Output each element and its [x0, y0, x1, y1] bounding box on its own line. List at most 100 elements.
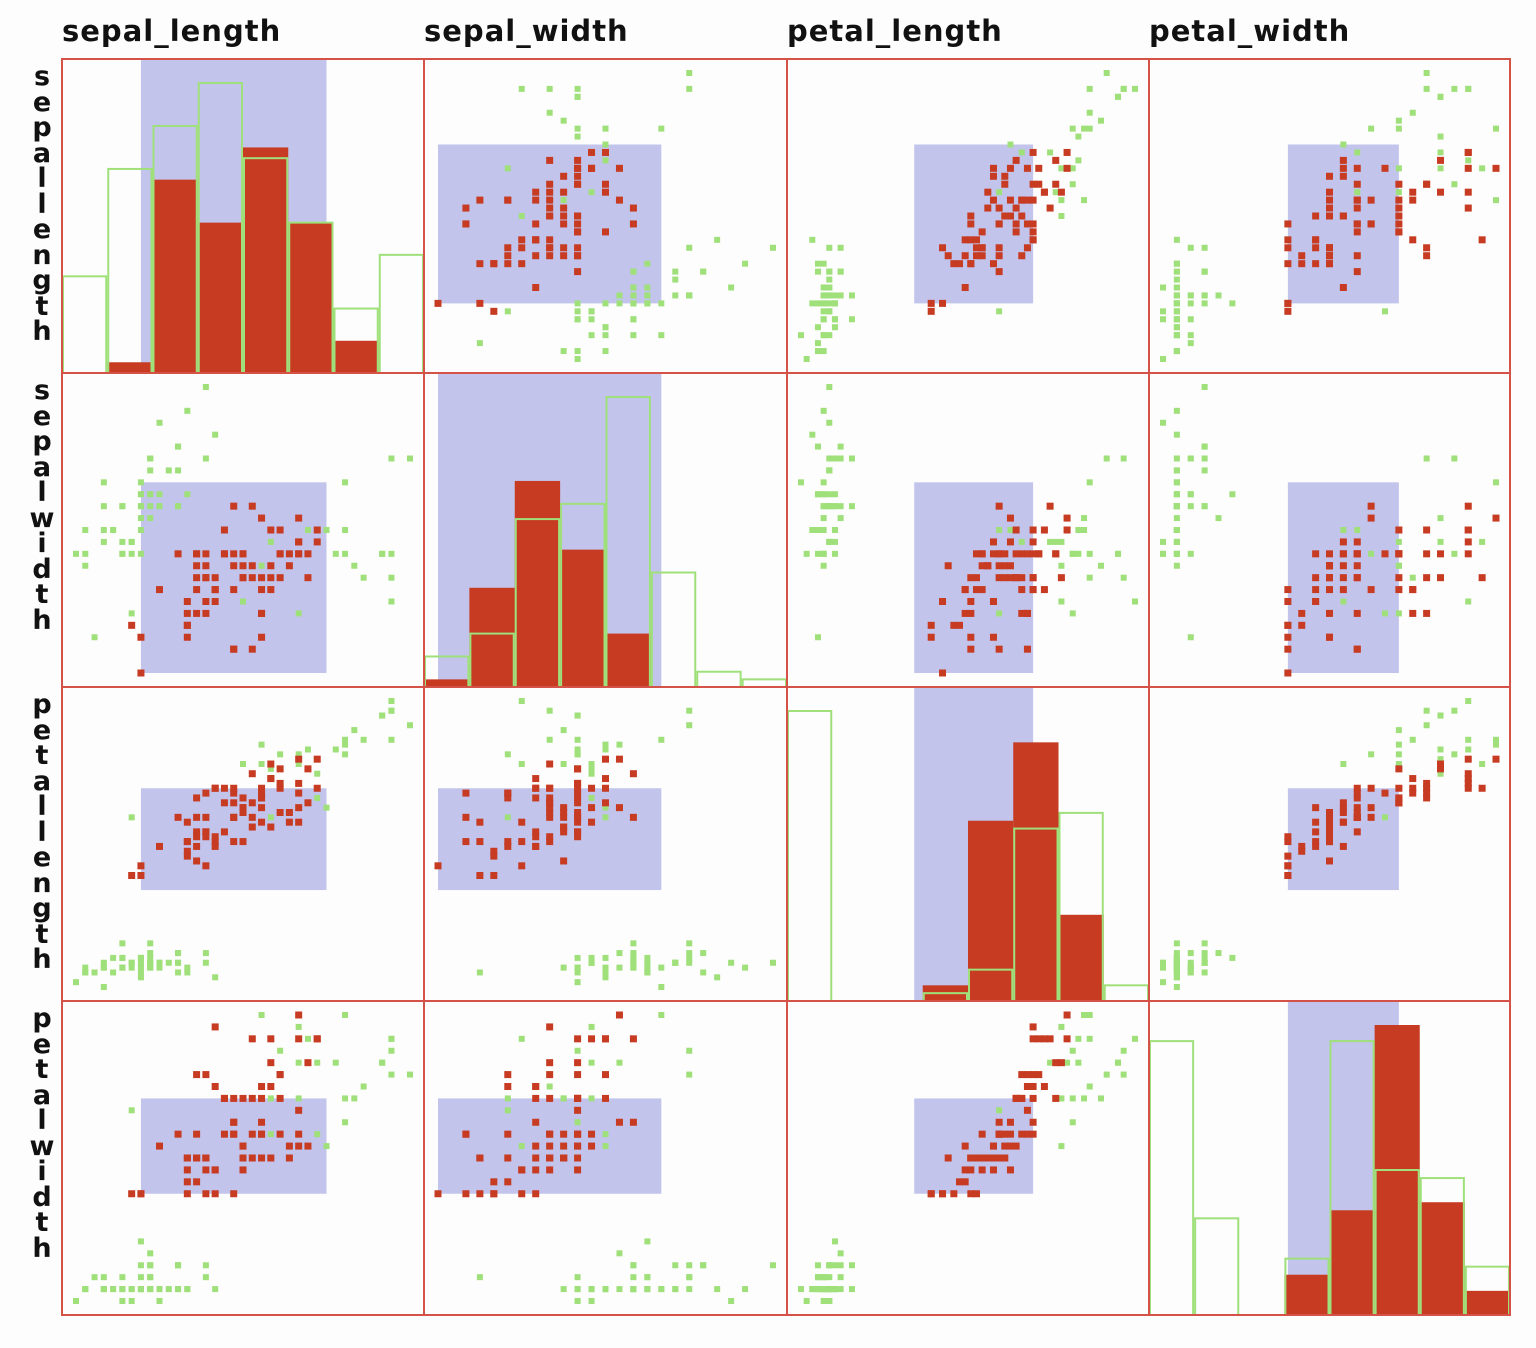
point-other-petal-length-sepal-length-70	[342, 751, 349, 758]
point-other-sepal-length-petal-width-73	[1465, 85, 1472, 92]
point-highlighted-sepal-width-sepal-length-41	[193, 586, 201, 594]
point-other-sepal-length-petal-length-31	[826, 268, 833, 275]
point-other-petal-length-petal-width-82	[1437, 712, 1444, 719]
point-highlighted-petal-width-sepal-width-67	[574, 1035, 582, 1043]
point-highlighted-petal-width-petal-length-37	[989, 1166, 997, 1174]
point-highlighted-sepal-length-sepal-width-16	[504, 252, 512, 260]
point-other-sepal-width-petal-length-25	[831, 550, 838, 557]
point-other-petal-length-sepal-width-8	[560, 964, 567, 971]
point-highlighted-petal-width-sepal-length-41	[193, 1154, 201, 1162]
point-highlighted-petal-length-sepal-width-5	[560, 808, 568, 816]
point-highlighted-sepal-length-sepal-width-67	[574, 164, 582, 172]
point-highlighted-sepal-width-petal-width-17	[1395, 526, 1403, 534]
point-highlighted-sepal-length-petal-length-45	[972, 244, 980, 252]
point-other-petal-width-petal-length-40	[814, 1274, 821, 1281]
point-highlighted-petal-length-sepal-length-57	[211, 784, 219, 792]
point-other-sepal-length-petal-length-14	[809, 236, 816, 243]
point-other-petal-length-sepal-length-42	[137, 954, 144, 961]
point-other-sepal-width-petal-width-47	[1173, 467, 1180, 474]
point-other-petal-length-sepal-width-39	[644, 969, 651, 976]
point-highlighted-sepal-length-petal-length-53	[1018, 252, 1026, 260]
point-other-sepal-width-petal-length-73	[1086, 550, 1093, 557]
hist-bar-all-sepal-width-7	[741, 678, 787, 688]
point-highlighted-petal-length-sepal-width-58	[546, 760, 554, 768]
point-other-sepal-width-petal-length-44	[820, 550, 827, 557]
point-highlighted-petal-length-sepal-length-38	[239, 808, 247, 816]
point-other-petal-length-sepal-length-1	[128, 964, 135, 971]
point-other-sepal-width-petal-length-83	[1058, 598, 1065, 605]
point-other-sepal-width-sepal-length-47	[165, 467, 172, 474]
point-other-sepal-width-sepal-length-77	[304, 527, 311, 533]
point-highlighted-sepal-length-petal-length-52	[1018, 196, 1026, 204]
point-other-sepal-length-petal-length-58	[996, 308, 1003, 315]
point-other-petal-width-sepal-length-45	[147, 1286, 154, 1293]
point-highlighted-petal-width-sepal-width-34	[476, 1154, 484, 1162]
point-highlighted-sepal-width-petal-length-22	[989, 550, 997, 558]
point-highlighted-sepal-length-petal-length-32	[995, 220, 1003, 228]
point-highlighted-petal-length-petal-width-53	[1423, 794, 1431, 802]
point-other-petal-length-petal-width-48	[1173, 964, 1180, 971]
point-other-petal-length-petal-width-74	[1437, 770, 1444, 777]
point-other-petal-width-sepal-length-68	[295, 1059, 302, 1066]
point-other-petal-width-sepal-length-49	[323, 1143, 330, 1150]
point-other-petal-length-sepal-length-77	[304, 746, 311, 753]
point-other-petal-width-sepal-width-63	[686, 1047, 693, 1054]
point-other-petal-length-sepal-length-48	[137, 964, 144, 971]
point-other-petal-width-sepal-width-31	[630, 1262, 637, 1269]
point-other-petal-length-sepal-length-69	[342, 741, 349, 748]
point-highlighted-petal-length-sepal-width-54	[546, 799, 554, 807]
point-other-petal-width-sepal-width-36	[644, 1286, 651, 1293]
point-other-sepal-width-sepal-length-80	[258, 562, 265, 569]
point-other-sepal-width-petal-width-48	[1173, 515, 1180, 522]
point-other-petal-length-sepal-length-35	[137, 974, 144, 981]
point-highlighted-petal-width-sepal-width-40	[476, 1190, 484, 1198]
point-highlighted-sepal-width-sepal-length-67	[295, 550, 303, 558]
point-other-petal-length-petal-width-35	[1173, 974, 1180, 981]
point-highlighted-sepal-width-petal-length-67	[1035, 550, 1043, 558]
point-other-petal-length-sepal-length-18	[202, 950, 209, 957]
point-highlighted-sepal-width-petal-length-15	[995, 645, 1003, 653]
point-other-petal-width-sepal-width-68	[616, 1059, 623, 1066]
point-other-petal-length-sepal-length-31	[175, 959, 182, 966]
point-highlighted-sepal-width-petal-length-27	[956, 621, 964, 629]
point-highlighted-sepal-width-petal-width-14	[1284, 586, 1292, 594]
point-highlighted-petal-width-petal-length-9	[967, 1190, 975, 1198]
point-other-petal-width-sepal-length-56	[332, 1059, 339, 1066]
point-highlighted-petal-length-petal-width-26	[1284, 862, 1292, 870]
point-highlighted-petal-length-petal-width-64	[1464, 755, 1472, 763]
point-other-sepal-width-sepal-length-44	[119, 550, 126, 557]
point-highlighted-petal-length-sepal-width-45	[546, 833, 554, 841]
point-highlighted-sepal-length-petal-length-30	[1029, 220, 1037, 228]
point-other-petal-length-sepal-length-51	[314, 794, 321, 801]
point-highlighted-sepal-length-sepal-width-35	[574, 252, 582, 260]
point-highlighted-sepal-length-petal-length-17	[1012, 228, 1020, 236]
point-highlighted-petal-length-petal-width-27	[1298, 847, 1306, 855]
point-other-sepal-width-sepal-length-38	[147, 503, 154, 510]
point-other-petal-width-sepal-length-20	[175, 1286, 182, 1293]
point-highlighted-sepal-width-sepal-length-20	[239, 574, 247, 582]
hist-bar-highlighted-sepal-width-4	[605, 633, 651, 687]
point-highlighted-petal-width-sepal-length-65	[295, 1011, 303, 1019]
point-other-petal-length-sepal-width-61	[658, 736, 665, 743]
point-highlighted-petal-length-sepal-length-2	[202, 813, 210, 821]
point-other-sepal-width-petal-length-4	[820, 479, 827, 486]
point-other-sepal-length-petal-length-40	[814, 340, 821, 347]
point-other-sepal-length-petal-width-56	[1437, 133, 1444, 140]
point-other-sepal-width-petal-length-16	[814, 443, 821, 450]
point-highlighted-sepal-length-petal-length-26	[939, 244, 947, 252]
point-other-sepal-width-petal-width-79	[1451, 550, 1458, 557]
point-highlighted-petal-width-petal-length-62	[1040, 1035, 1048, 1043]
point-highlighted-sepal-width-petal-length-55	[1018, 550, 1026, 558]
point-other-petal-length-sepal-width-32	[728, 959, 735, 966]
point-other-sepal-width-sepal-length-35	[137, 527, 144, 533]
point-other-sepal-length-sepal-width-28	[630, 284, 637, 291]
point-highlighted-sepal-length-sepal-width-4	[490, 307, 498, 315]
point-other-petal-width-sepal-width-74	[588, 1059, 595, 1066]
point-highlighted-sepal-length-petal-length-38	[1001, 212, 1009, 220]
point-highlighted-sepal-width-petal-length-49	[1029, 538, 1037, 546]
point-other-sepal-width-sepal-length-4	[137, 479, 144, 486]
point-highlighted-petal-width-sepal-length-66	[304, 1059, 312, 1067]
hist-bar-highlighted-sepal-length-4	[243, 147, 289, 373]
point-other-petal-length-sepal-width-71	[546, 736, 553, 743]
point-other-sepal-width-sepal-length-18	[202, 455, 209, 462]
